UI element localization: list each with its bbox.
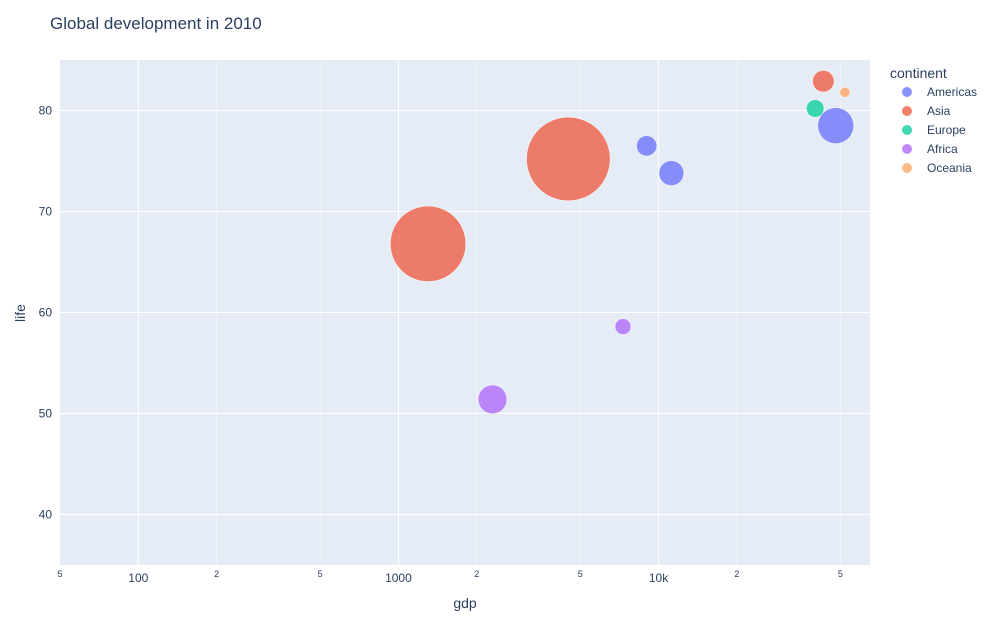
x-axis-ticks: 100 1000 10k 5 2 5 2 5 2 5 [57, 569, 842, 585]
x-minor-tick-label: 5 [318, 569, 323, 579]
legend-label: Asia [927, 104, 951, 118]
legend-marker [902, 87, 912, 97]
x-tick-label: 1000 [385, 571, 412, 585]
legend-marker [902, 125, 912, 135]
legend-marker [902, 106, 912, 116]
bubble-asia[interactable] [390, 205, 467, 282]
x-minor-tick-label: 5 [838, 569, 843, 579]
legend-label: Europe [927, 123, 966, 137]
bubble-europe[interactable] [806, 99, 825, 118]
bubble-oceania[interactable] [839, 86, 851, 98]
y-axis-title: life [12, 304, 28, 322]
bubble-asia[interactable] [526, 116, 611, 202]
y-tick-label: 80 [39, 104, 53, 118]
chart-title: Global development in 2010 [50, 14, 262, 33]
x-minor-tick-label: 2 [214, 569, 219, 579]
bubble-americas[interactable] [817, 107, 854, 144]
bubble-africa[interactable] [614, 318, 632, 335]
legend[interactable]: continent Americas Asia Europe Africa Oceani… [890, 65, 977, 175]
legend-item-americas[interactable]: Americas [902, 85, 977, 99]
legend-label: Oceania [927, 161, 972, 175]
legend-label: Americas [927, 85, 977, 99]
data-markers [390, 70, 854, 415]
y-axis-ticks: 40 50 60 70 80 [39, 104, 53, 522]
x-tick-label: 10k [649, 571, 669, 585]
legend-marker [902, 163, 912, 173]
legend-label: Africa [927, 142, 958, 156]
x-minor-tick-label: 2 [734, 569, 739, 579]
legend-item-oceania[interactable]: Oceania [902, 161, 972, 175]
legend-item-asia[interactable]: Asia [902, 104, 951, 118]
bubble-africa[interactable] [477, 384, 508, 415]
x-axis-title: gdp [453, 595, 477, 611]
x-minor-tick-label: 5 [578, 569, 583, 579]
x-minor-tick-label: 2 [474, 569, 479, 579]
legend-item-europe[interactable]: Europe [902, 123, 966, 137]
x-tick-label: 100 [128, 571, 148, 585]
y-tick-label: 70 [39, 205, 53, 219]
legend-marker [902, 144, 912, 154]
bubble-asia[interactable] [812, 70, 835, 93]
y-tick-label: 40 [39, 508, 53, 522]
bubble-americas[interactable] [658, 160, 685, 186]
gridlines [60, 60, 870, 565]
legend-item-africa[interactable]: Africa [902, 142, 958, 156]
x-minor-tick-label: 5 [57, 569, 62, 579]
y-tick-label: 60 [39, 306, 53, 320]
legend-title: continent [890, 65, 947, 81]
y-tick-label: 50 [39, 407, 53, 421]
bubble-americas[interactable] [636, 135, 658, 157]
